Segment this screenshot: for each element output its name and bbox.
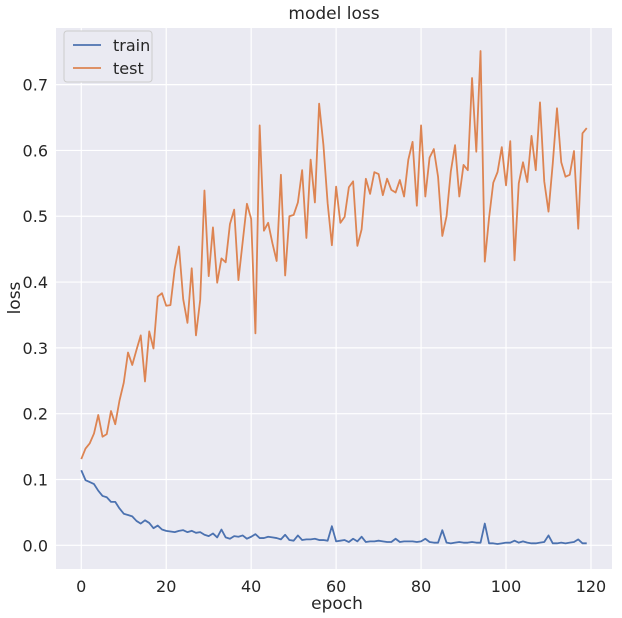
test-legend-label: test (113, 59, 144, 78)
x-axis-label: epoch (311, 594, 363, 614)
plot-area (56, 28, 612, 569)
x-tick-label: 80 (411, 577, 431, 596)
y-tick-label: 0.6 (23, 141, 48, 160)
series-lines (80, 50, 588, 545)
y-tick-labels: 0.0 0.1 0.2 0.3 0.4 0.5 0.6 0.7 (23, 76, 48, 556)
x-tick-label: 20 (156, 577, 176, 596)
x-tick-labels: 0 20 40 60 80 100 120 (76, 577, 606, 596)
y-tick-label: 0.1 (23, 470, 48, 489)
train-legend-label: train (113, 36, 150, 55)
x-tick-label: 60 (326, 577, 346, 596)
test-series-line (80, 50, 588, 460)
x-tick-label: 40 (241, 577, 261, 596)
chart-title: model loss (288, 4, 379, 24)
legend-box (63, 30, 153, 83)
train-series-line (80, 469, 587, 545)
y-tick-label: 0.0 (23, 536, 48, 555)
y-axis-label: loss (5, 281, 25, 314)
x-tick-label: 120 (576, 577, 607, 596)
y-tick-label: 0.4 (23, 273, 48, 292)
x-tick-label: 0 (76, 577, 86, 596)
y-tick-label: 0.7 (23, 76, 48, 95)
y-tick-label: 0.5 (23, 207, 48, 226)
y-tick-label: 0.3 (23, 339, 48, 358)
legend: train test (63, 30, 153, 83)
x-tick-label: 100 (491, 577, 522, 596)
y-tick-label: 0.2 (23, 405, 48, 424)
grid-lines (56, 28, 612, 569)
